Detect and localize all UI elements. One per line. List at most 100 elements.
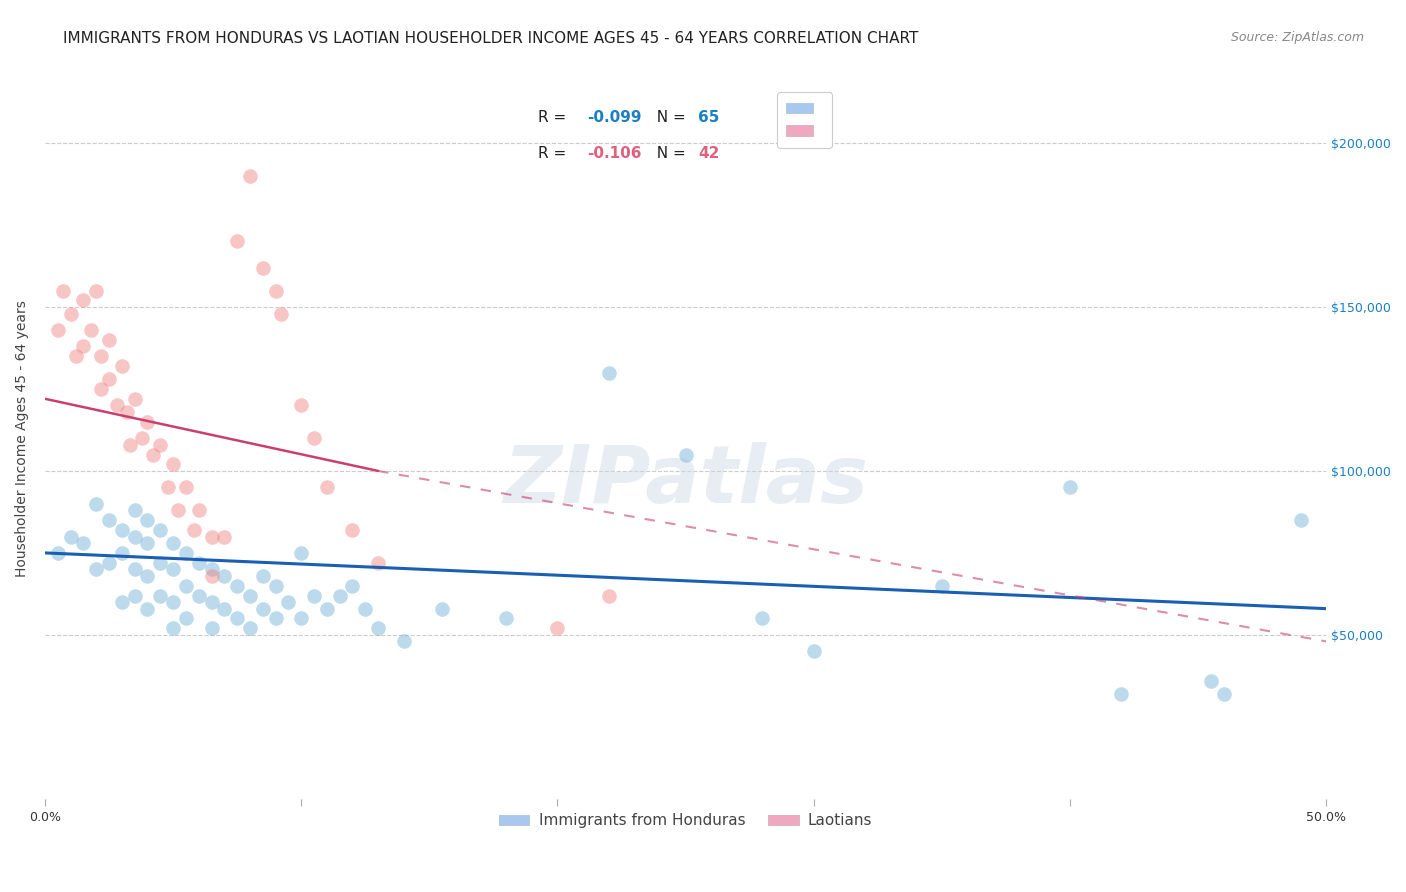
Point xyxy=(46,323,69,337)
Point xyxy=(98,556,121,570)
Point xyxy=(200,621,222,635)
Point xyxy=(1059,480,1081,494)
Point xyxy=(124,562,146,576)
Point xyxy=(183,523,205,537)
Point xyxy=(214,529,236,543)
Point xyxy=(1289,513,1312,527)
Text: N =: N = xyxy=(647,145,690,161)
Point xyxy=(495,611,517,625)
Point xyxy=(187,589,209,603)
Point xyxy=(200,562,222,576)
Point xyxy=(290,611,312,625)
Point xyxy=(239,621,262,635)
Point xyxy=(226,235,249,249)
Point xyxy=(98,333,121,347)
Point xyxy=(1199,673,1222,688)
Text: -0.099: -0.099 xyxy=(586,110,641,125)
Point xyxy=(1212,687,1234,701)
Point xyxy=(111,359,134,373)
Point xyxy=(751,611,773,625)
Point xyxy=(200,569,222,583)
Point xyxy=(111,595,134,609)
Point xyxy=(187,556,209,570)
Point xyxy=(72,293,94,308)
Point xyxy=(342,523,364,537)
Point xyxy=(252,601,274,615)
Point xyxy=(252,569,274,583)
Point xyxy=(302,431,325,445)
Point xyxy=(174,480,197,494)
Point xyxy=(84,497,107,511)
Point xyxy=(149,589,172,603)
Point xyxy=(111,546,134,560)
Point xyxy=(149,523,172,537)
Point xyxy=(270,306,292,320)
Point xyxy=(142,448,165,462)
Point xyxy=(252,260,274,275)
Point xyxy=(131,431,153,445)
Point xyxy=(200,595,222,609)
Point xyxy=(329,589,352,603)
Point xyxy=(1109,687,1132,701)
Point xyxy=(124,392,146,406)
Point xyxy=(342,579,364,593)
Point xyxy=(136,513,159,527)
Point xyxy=(136,601,159,615)
Point xyxy=(111,523,134,537)
Point xyxy=(98,513,121,527)
Point xyxy=(118,438,141,452)
Point xyxy=(174,611,197,625)
Point xyxy=(931,579,953,593)
Point xyxy=(59,529,82,543)
Point xyxy=(136,536,159,550)
Point xyxy=(59,306,82,320)
Text: 65: 65 xyxy=(699,110,720,125)
Point xyxy=(46,546,69,560)
Point xyxy=(226,579,249,593)
Point xyxy=(239,589,262,603)
Point xyxy=(72,339,94,353)
Point xyxy=(90,349,112,363)
Point xyxy=(200,529,222,543)
Point xyxy=(367,556,389,570)
Point xyxy=(72,536,94,550)
Point xyxy=(156,480,179,494)
Point xyxy=(264,284,287,298)
Point xyxy=(167,503,190,517)
Y-axis label: Householder Income Ages 45 - 64 years: Householder Income Ages 45 - 64 years xyxy=(15,300,30,576)
Point xyxy=(290,546,312,560)
Text: N =: N = xyxy=(647,110,690,125)
Point xyxy=(84,562,107,576)
Point xyxy=(226,611,249,625)
Point xyxy=(264,611,287,625)
Text: -0.106: -0.106 xyxy=(586,145,641,161)
Point xyxy=(149,438,172,452)
Text: IMMIGRANTS FROM HONDURAS VS LAOTIAN HOUSEHOLDER INCOME AGES 45 - 64 YEARS CORREL: IMMIGRANTS FROM HONDURAS VS LAOTIAN HOUS… xyxy=(63,31,918,46)
Point xyxy=(264,579,287,593)
Point xyxy=(136,415,159,429)
Point xyxy=(136,569,159,583)
Point xyxy=(290,398,312,412)
Point xyxy=(65,349,87,363)
Point xyxy=(124,589,146,603)
Point xyxy=(675,448,697,462)
Point xyxy=(239,169,262,183)
Point xyxy=(162,536,184,550)
Point xyxy=(124,529,146,543)
Point xyxy=(90,382,112,396)
Text: 42: 42 xyxy=(699,145,720,161)
Point xyxy=(52,284,75,298)
Point xyxy=(598,366,620,380)
Point xyxy=(115,405,138,419)
Point xyxy=(214,569,236,583)
Point xyxy=(803,644,825,658)
Point xyxy=(214,601,236,615)
Point xyxy=(124,503,146,517)
Point xyxy=(315,601,337,615)
Point xyxy=(98,372,121,386)
Point xyxy=(354,601,377,615)
Text: R =: R = xyxy=(538,110,571,125)
Point xyxy=(547,621,569,635)
Point xyxy=(174,546,197,560)
Text: ZIPatlas: ZIPatlas xyxy=(503,442,868,520)
